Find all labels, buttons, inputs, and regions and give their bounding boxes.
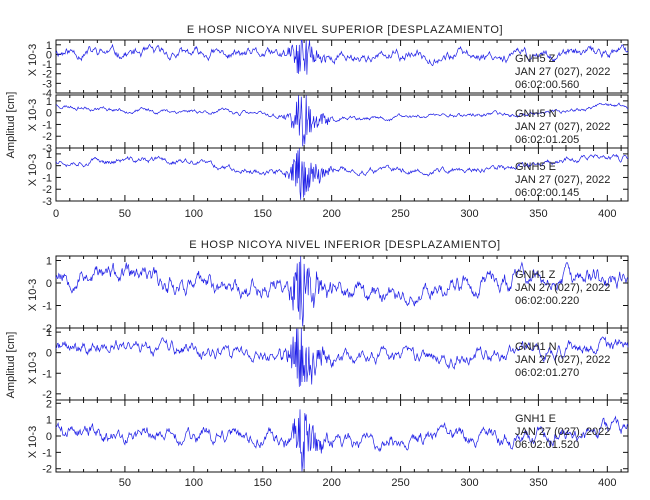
y-unit-label: X 10-3 xyxy=(27,352,39,384)
y-unit-label: X 10-3 xyxy=(27,279,39,311)
x-tick-label: 100 xyxy=(185,477,203,489)
y-tick-label: -2 xyxy=(42,323,52,335)
station-label: GNH1 E xyxy=(515,413,556,425)
y-tick-label: -2 xyxy=(42,464,52,476)
date-label: JAN 27 (027), 2022 xyxy=(515,66,610,78)
time-label: 06:02:00.220 xyxy=(515,295,579,307)
y-tick-label: 1 xyxy=(46,40,52,52)
y-tick-label: -3 xyxy=(42,143,52,155)
y-tick-label: -1 xyxy=(42,447,52,459)
y-tick-label: 0 xyxy=(46,348,52,360)
bottom-figure-title: E HOSP NICOYA NIVEL INFERIOR [DESPLAZAMI… xyxy=(189,239,500,251)
y-tick-label: 1 xyxy=(46,149,52,161)
x-tick-label: 350 xyxy=(529,477,547,489)
y-tick-label: 0 xyxy=(46,161,52,173)
x-tick-label: 0 xyxy=(53,208,59,220)
y-tick-label: -2 xyxy=(42,131,52,143)
panel-frame xyxy=(55,39,629,94)
y-tick-label: -4 xyxy=(42,88,52,100)
x-tick-label: 300 xyxy=(460,477,478,489)
waveform-trace xyxy=(55,148,629,200)
y-tick-label: 2 xyxy=(46,398,52,410)
x-tick-label: 150 xyxy=(254,477,272,489)
x-tick-label: 300 xyxy=(460,208,478,220)
y-tick-label: -3 xyxy=(42,196,52,208)
waveform-trace xyxy=(55,39,629,75)
x-tick-label: 100 xyxy=(185,208,203,220)
x-tick-label: 200 xyxy=(322,208,340,220)
waveform-trace xyxy=(55,328,629,387)
y-tick-label: -3 xyxy=(42,78,52,90)
x-tick-label: 350 xyxy=(529,208,547,220)
date-label: JAN 27 (027), 2022 xyxy=(515,426,610,438)
y-axis-label: Amplitud [cm] xyxy=(5,92,17,159)
time-label: 06:02:00.560 xyxy=(515,79,579,91)
date-label: JAN 27 (027), 2022 xyxy=(515,354,610,366)
y-tick-label: -1 xyxy=(42,119,52,131)
x-tick-label: 50 xyxy=(119,208,131,220)
time-label: 06:02:00.145 xyxy=(515,187,579,199)
y-tick-label: -1 xyxy=(42,59,52,71)
y-tick-label: 1 xyxy=(46,96,52,108)
time-label: 06:02:01.270 xyxy=(515,367,579,379)
station-label: GNH1 Z xyxy=(515,269,556,281)
y-tick-label: -1 xyxy=(42,368,52,380)
y-tick-label: 1 xyxy=(46,256,52,268)
waveform-trace xyxy=(55,256,629,327)
y-tick-label: -1 xyxy=(42,172,52,184)
y-unit-label: X 10-3 xyxy=(27,44,39,76)
x-tick-label: 400 xyxy=(598,208,616,220)
panel-frame xyxy=(55,147,629,202)
date-label: JAN 27 (027), 2022 xyxy=(515,121,610,133)
x-tick-label: 400 xyxy=(598,477,616,489)
station-label: GNH5 N xyxy=(515,108,557,120)
time-label: 06:02:01.520 xyxy=(515,439,579,451)
y-tick-label: 1 xyxy=(46,415,52,427)
x-tick-label: 200 xyxy=(322,477,340,489)
station-label: GNH1 N xyxy=(515,341,557,353)
y-tick-label: 0 xyxy=(46,108,52,120)
y-tick-label: 0 xyxy=(46,278,52,290)
y-tick-label: -1 xyxy=(42,301,52,313)
y-unit-label: X 10-3 xyxy=(27,154,39,186)
y-tick-label: 1 xyxy=(46,327,52,339)
waveform-trace xyxy=(55,95,629,147)
y-tick-label: -2 xyxy=(42,389,52,401)
y-unit-label: X 10-3 xyxy=(27,99,39,131)
date-label: JAN 27 (027), 2022 xyxy=(515,282,610,294)
x-tick-label: 50 xyxy=(119,477,131,489)
y-tick-label: 0 xyxy=(46,49,52,61)
y-tick-label: -2 xyxy=(42,69,52,81)
y-tick-label: -2 xyxy=(42,184,52,196)
y-tick-label: 0 xyxy=(46,431,52,443)
waveform-trace xyxy=(55,409,629,472)
x-tick-label: 250 xyxy=(391,477,409,489)
x-tick-label: 150 xyxy=(254,208,272,220)
y-unit-label: X 10-3 xyxy=(27,426,39,458)
top-figure-title: E HOSP NICOYA NIVEL SUPERIOR [DESPLAZAMI… xyxy=(187,24,503,36)
x-tick-label: 250 xyxy=(391,208,409,220)
time-label: 06:02:01.205 xyxy=(515,134,579,146)
station-label: GNH5 E xyxy=(515,161,556,173)
date-label: JAN 27 (027), 2022 xyxy=(515,174,610,186)
station-label: GNH5 Z xyxy=(515,53,556,65)
y-axis-label: Amplitud [cm] xyxy=(5,332,17,399)
